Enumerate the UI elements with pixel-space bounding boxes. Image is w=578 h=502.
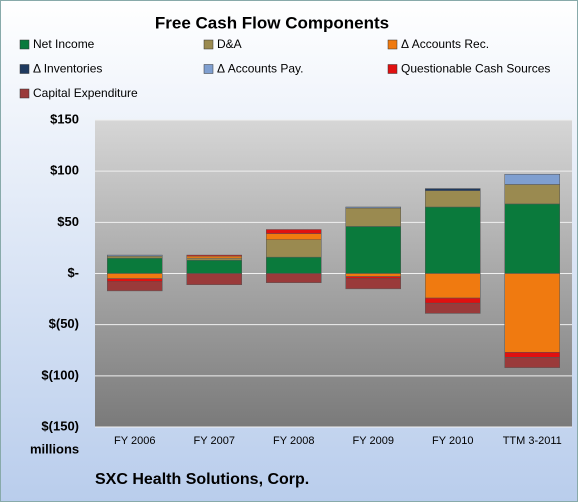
bar-segment xyxy=(266,239,322,258)
bar-segment xyxy=(504,273,560,353)
legend-swatch xyxy=(19,64,30,74)
bar-segment xyxy=(504,352,560,358)
bar-segment xyxy=(107,255,163,259)
bar-segment xyxy=(345,276,401,279)
bar-segment xyxy=(266,256,322,274)
unit-label: millions xyxy=(30,441,79,456)
legend-label: Questionable Cash Sources xyxy=(401,62,550,76)
bar-segment xyxy=(107,273,163,279)
bar-segment xyxy=(504,203,560,274)
legend-swatch xyxy=(387,64,398,74)
bar-segment xyxy=(425,297,481,304)
bar-segment xyxy=(345,206,401,209)
y-tick-label: $50 xyxy=(57,214,79,229)
x-tick-label: FY 2008 xyxy=(273,435,314,447)
legend-label: D&A xyxy=(217,37,242,51)
y-tick-label: $150 xyxy=(50,111,79,126)
bar-segment xyxy=(425,188,481,191)
bar-segment xyxy=(186,257,242,261)
bar-segment xyxy=(345,207,401,227)
bar-segment xyxy=(425,273,481,299)
chart-title: Free Cash Flow Components xyxy=(155,13,389,32)
y-tick-label: $- xyxy=(67,265,79,280)
bar-segment xyxy=(266,229,322,234)
bar-segment xyxy=(186,255,242,259)
bar-segment xyxy=(186,254,242,257)
legend-swatch xyxy=(203,64,214,74)
legend-label: Net Income xyxy=(33,37,95,51)
legend-swatch xyxy=(203,39,214,50)
legend-swatch xyxy=(19,39,30,50)
x-tick-label: FY 2010 xyxy=(432,435,473,447)
bar-segment xyxy=(345,278,401,290)
bar-segment xyxy=(504,184,560,205)
bar-segment xyxy=(425,302,481,314)
x-tick-label: FY 2009 xyxy=(353,435,394,447)
legend-swatch xyxy=(19,88,30,99)
bar-segment xyxy=(504,173,560,185)
y-tick-label: $(150) xyxy=(41,418,79,433)
bar-segment xyxy=(107,278,163,282)
y-tick-label: $100 xyxy=(50,163,79,178)
bar-segment xyxy=(504,357,560,368)
bar-segment xyxy=(107,254,163,257)
legend-label: Δ Accounts Rec. xyxy=(401,37,489,51)
x-tick-label: FY 2007 xyxy=(194,435,235,447)
bar-segment xyxy=(425,190,481,208)
bar-segment xyxy=(345,226,401,274)
bar-segment xyxy=(107,281,163,292)
y-tick-label: $(50) xyxy=(49,316,79,331)
bar-segment xyxy=(345,273,401,277)
legend-swatch xyxy=(387,39,398,50)
y-tick-label: $(100) xyxy=(41,367,79,382)
bar-segment xyxy=(107,257,163,274)
bar-segment xyxy=(186,259,242,274)
bar-segment xyxy=(266,273,322,283)
legend-label: Capital Expenditure xyxy=(33,86,138,100)
legend-label: Δ Inventories xyxy=(33,62,102,76)
x-tick-label: TTM 3-2011 xyxy=(503,435,562,447)
bar-segment xyxy=(266,233,322,240)
bar-segment xyxy=(186,273,242,286)
company-name: SXC Health Solutions, Corp. xyxy=(95,471,309,488)
bar-segment xyxy=(425,206,481,274)
x-tick-label: FY 2006 xyxy=(114,435,155,447)
legend-label: Δ Accounts Pay. xyxy=(217,62,304,76)
